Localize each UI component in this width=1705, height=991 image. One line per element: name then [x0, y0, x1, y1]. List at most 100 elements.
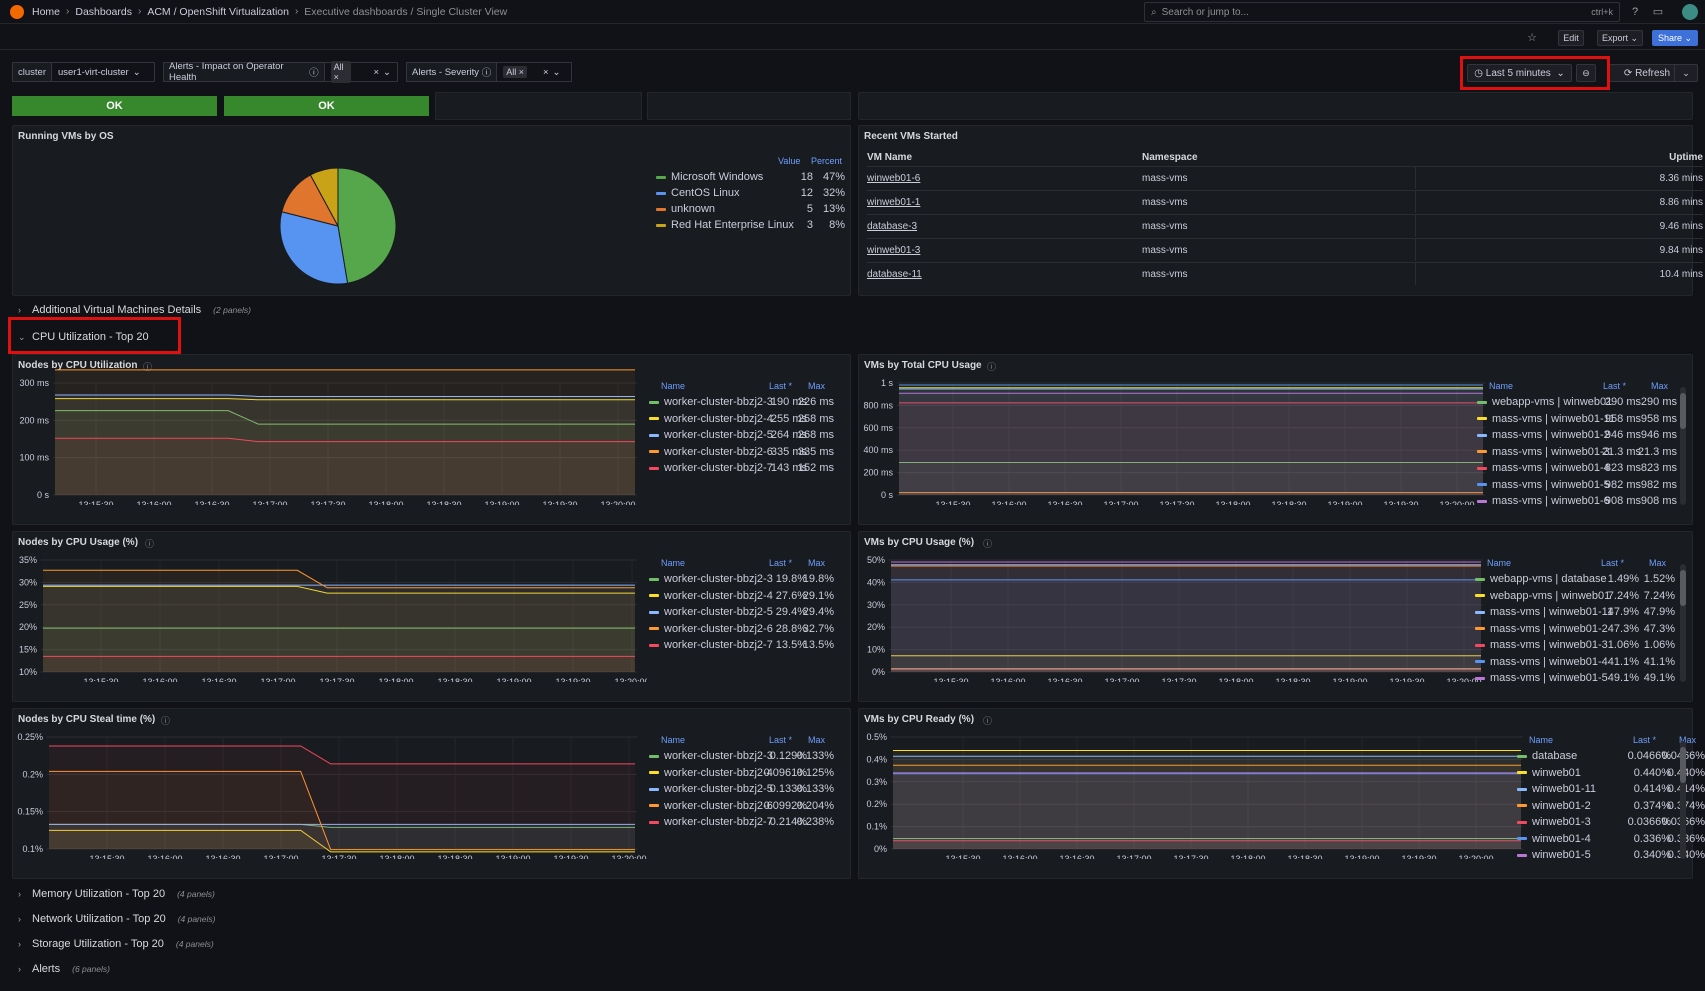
series-line[interactable]: [43, 569, 635, 589]
legend-item[interactable]: winweb01-5 0.340% 0.340%: [1517, 848, 1705, 862]
legend-header-last[interactable]: Last *: [1601, 558, 1625, 568]
legend-item[interactable]: mass-vms | winweb01-3 21.3 ms 21.3 ms: [1477, 445, 1680, 459]
legend-header-max[interactable]: Max: [1679, 735, 1697, 745]
legend-item[interactable]: mass-vms | winweb01-11 958 ms 958 ms: [1477, 412, 1680, 426]
timeseries-chart[interactable]: 0.1% 0.15% 0.2% 0.25% 13:15:30 13:16:00 13:16:…: [13, 709, 647, 859]
legend-item[interactable]: mass-vms | winweb01-2 47.3% 47.3%: [1475, 622, 1680, 636]
timeseries-chart[interactable]: 10% 15% 20% 25% 30% 35% 13:15:30 13:16:00 13:16:…: [13, 532, 647, 682]
timeseries-chart[interactable]: 0 s 200 ms 400 ms 600 ms 800 ms 1 s 13:15:30 13…: [859, 355, 1495, 505]
breadcrumb-home[interactable]: Home: [32, 5, 61, 18]
legend-header-name[interactable]: Name: [661, 381, 686, 391]
legend-header-name[interactable]: Name: [1489, 381, 1514, 391]
legend-item[interactable]: winweb01-11 0.414% 0.414%: [1517, 782, 1705, 796]
timeseries-chart[interactable]: 0% 0.1% 0.2% 0.3% 0.4% 0.5% 13:15:30 13:16:00 13…: [859, 709, 1533, 859]
impact-tag[interactable]: All ×: [330, 61, 352, 83]
legend-item[interactable]: worker-cluster-bbzj2-5 0.133% 0.133%: [649, 782, 838, 796]
legend-item[interactable]: worker-cluster-bbzj2-3 190 ms 226 ms: [649, 395, 838, 409]
col-namespace[interactable]: Namespace: [1142, 152, 1198, 163]
row-alerts[interactable]: › Alerts (6 panels): [18, 958, 110, 980]
legend-item[interactable]: worker-cluster-bbzj2-4 255 ms 258 ms: [649, 412, 838, 426]
legend-header-max[interactable]: Max: [808, 381, 826, 391]
zoom-out-button[interactable]: ⊖: [1576, 64, 1596, 82]
table-row[interactable]: winweb01-6 mass-vms 8.36 mins: [867, 166, 1703, 189]
star-icon[interactable]: ☆: [1527, 32, 1537, 44]
legend-item[interactable]: worker-cluster-bbzj2-4 27.6% 29.1%: [649, 589, 838, 603]
legend-header-last[interactable]: Last *: [769, 735, 793, 745]
scrollbar-thumb[interactable]: [1680, 747, 1686, 783]
col-uptime[interactable]: Uptime: [1669, 152, 1703, 163]
legend-item[interactable]: worker-cluster-bbzj2-4 0.0961% 0.125%: [649, 766, 838, 780]
legend-header-name[interactable]: Name: [1487, 558, 1512, 568]
impact-variable[interactable]: Alerts - Impact on Operator Health ⓘ All…: [163, 61, 398, 83]
vm-name-link[interactable]: database-11: [867, 269, 922, 280]
legend-scrollbar[interactable]: [1680, 564, 1686, 682]
vm-name-link[interactable]: winweb01-1: [867, 197, 921, 208]
legend-header-name[interactable]: Name: [661, 558, 686, 568]
legend-header-max[interactable]: Max: [1649, 558, 1667, 568]
legend-item[interactable]: mass-vms | winweb01-4 41.1% 41.1%: [1475, 655, 1680, 669]
series-line[interactable]: [55, 410, 635, 425]
series-line[interactable]: [49, 770, 635, 851]
info-icon[interactable]: ⓘ: [987, 362, 997, 372]
legend-scrollbar[interactable]: [1680, 741, 1686, 859]
severity-tag[interactable]: All ×: [503, 66, 527, 78]
legend-item[interactable]: worker-cluster-bbzj2-5 29.4% 29.4%: [649, 605, 838, 619]
legend-item[interactable]: winweb01-4 0.336% 0.336%: [1517, 832, 1705, 846]
clear-icon[interactable]: ×: [373, 66, 380, 78]
avatar[interactable]: [1682, 4, 1698, 20]
legend-header-max[interactable]: Max: [808, 558, 826, 568]
news-icon[interactable]: ▭: [1652, 6, 1664, 18]
legend-item[interactable]: winweb01-2 0.374% 0.374%: [1517, 799, 1705, 813]
refresh-interval-dropdown[interactable]: ⌄: [1674, 64, 1698, 82]
legend-item[interactable]: mass-vms | winweb01-3 1.06% 1.06%: [1475, 638, 1680, 652]
legend-item[interactable]: winweb01-3 0.0366% 0.0366%: [1517, 815, 1705, 829]
pie-slice-0[interactable]: [337, 167, 397, 284]
row-network-utilization[interactable]: › Network Utilization - Top 20 (4 panels): [18, 908, 216, 930]
time-range-picker[interactable]: ◷ Last 5 minutes ⌄: [1467, 64, 1572, 82]
legend-item[interactable]: mass-vms | winweb01-5 49.1% 49.1%: [1475, 671, 1680, 685]
timeseries-chart[interactable]: 0 s 100 ms 200 ms 300 ms 13:15:30 13:16:00 13:…: [13, 355, 647, 505]
cluster-variable[interactable]: cluster user1-virt-cluster ⌄: [12, 62, 155, 82]
vm-name-link[interactable]: winweb01-3: [867, 245, 921, 256]
info-icon[interactable]: ⓘ: [161, 716, 171, 726]
legend-item[interactable]: webapp-vms | winweb01 290 ms 290 ms: [1477, 395, 1680, 409]
pie-slice-3[interactable]: [309, 167, 339, 227]
scrollbar-thumb[interactable]: [1680, 570, 1686, 606]
table-row[interactable]: winweb01-1 mass-vms 8.86 mins: [867, 190, 1703, 213]
legend-item[interactable]: database 0.0466% 0.0466%: [1517, 749, 1705, 763]
table-row[interactable]: winweb01-3 mass-vms 9.84 mins: [867, 238, 1703, 261]
info-icon[interactable]: ⓘ: [145, 539, 155, 549]
series-line[interactable]: [49, 829, 635, 853]
legend-item[interactable]: Red Hat Enterprise Linux 3 8%: [13, 218, 852, 232]
legend-item[interactable]: worker-cluster-bbzj2-6 0.0992% 0.204%: [649, 799, 838, 813]
legend-header-last[interactable]: Last *: [1603, 381, 1627, 391]
row-cpu-utilization[interactable]: ⌄ CPU Utilization - Top 20: [18, 326, 149, 348]
vm-name-link[interactable]: winweb01-6: [867, 173, 921, 184]
legend-scrollbar[interactable]: [1680, 387, 1686, 505]
legend-item[interactable]: mass-vms | winweb01-11 47.9% 47.9%: [1475, 605, 1680, 619]
info-icon[interactable]: ⓘ: [143, 362, 153, 372]
series-line[interactable]: [43, 585, 635, 594]
col-vm-name[interactable]: VM Name: [867, 152, 913, 163]
legend-header-last[interactable]: Last *: [769, 558, 793, 568]
legend-item[interactable]: Microsoft Windows 18 47%: [13, 170, 852, 184]
legend-item[interactable]: mass-vms | winweb01-5 982 ms 982 ms: [1477, 478, 1680, 492]
legend-header-name[interactable]: Name: [1529, 735, 1554, 745]
legend-header-name[interactable]: Name: [661, 735, 686, 745]
legend-item[interactable]: worker-cluster-bbzj2-3 19.8% 19.8%: [649, 572, 838, 586]
row-memory-utilization[interactable]: › Memory Utilization - Top 20 (4 panels): [18, 883, 215, 905]
legend-header-max[interactable]: Max: [808, 735, 826, 745]
legend-item[interactable]: winweb01 0.440% 0.440%: [1517, 766, 1705, 780]
refresh-button[interactable]: ⟳ Refresh: [1608, 64, 1686, 82]
pie-slice-1[interactable]: [279, 211, 349, 285]
legend-header-last[interactable]: Last *: [1633, 735, 1657, 745]
legend-item[interactable]: worker-cluster-bbzj2-6 335 ms 335 ms: [649, 445, 838, 459]
scrollbar-thumb[interactable]: [1680, 393, 1686, 429]
table-row[interactable]: database-11 mass-vms 10.4 mins: [867, 262, 1703, 285]
info-icon[interactable]: ⓘ: [983, 539, 993, 549]
legend-item[interactable]: worker-cluster-bbzj2-5 264 ms 268 ms: [649, 428, 838, 442]
legend-item[interactable]: worker-cluster-bbzj2-7 143 ms 152 ms: [649, 461, 838, 475]
legend-item[interactable]: mass-vms | winweb01-6 908 ms 908 ms: [1477, 494, 1680, 508]
legend-item[interactable]: unknown 5 13%: [13, 202, 852, 216]
series-line[interactable]: [55, 437, 635, 443]
